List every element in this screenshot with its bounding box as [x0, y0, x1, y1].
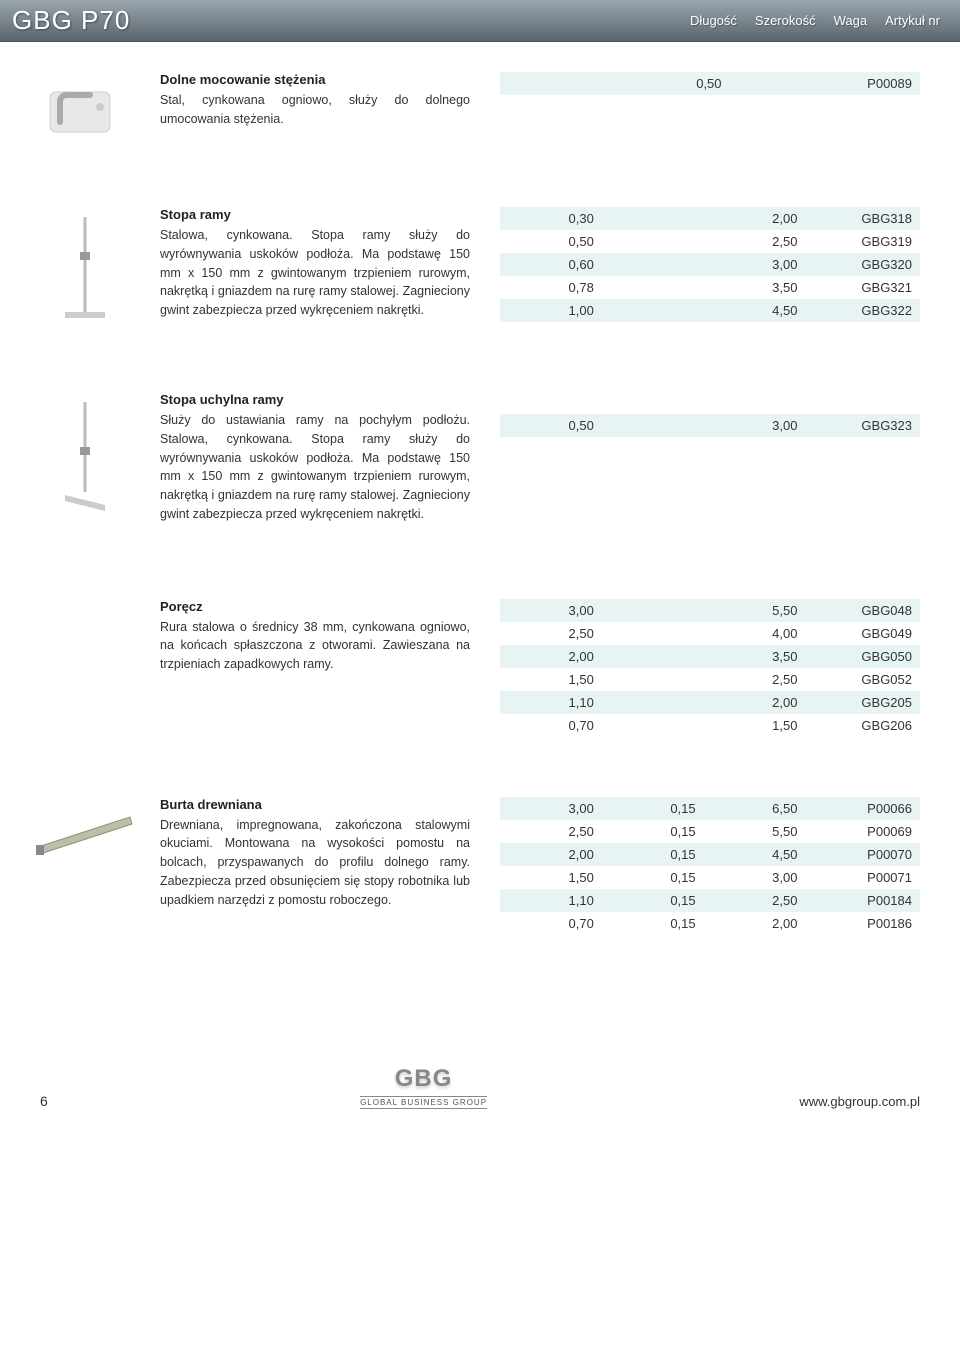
product-data: 0,50 P00089 — [500, 72, 920, 147]
table-row: 1,100,152,50P00184 — [500, 889, 920, 912]
col-weight: Waga — [834, 13, 867, 28]
product-image-col — [30, 392, 140, 737]
product-section: Burta drewniana Drewniana, impregnowana,… — [30, 797, 920, 935]
data-table: 0,50 3,00 GBG323 — [500, 414, 920, 437]
product-title: Burta drewniana — [160, 797, 470, 812]
table-row: 0,50 P00089 — [500, 72, 920, 95]
table-row: 3,000,156,50P00066 — [500, 797, 920, 820]
product-desc-text: Służy do ustawiania ramy na pochyłym pod… — [160, 411, 470, 524]
table-row: 1,500,153,00P00071 — [500, 866, 920, 889]
product-description: Dolne mocowanie stężenia Stal, cynkowana… — [160, 72, 470, 147]
header-columns: Długość Szerokość Waga Artykuł nr — [690, 13, 940, 28]
product-desc-text: Rura stalowa o średnicy 38 mm, cynkowana… — [160, 618, 470, 674]
page-footer: 6 GBG GLOBAL BUSINESS GROUP www.gbgroup.… — [0, 1055, 960, 1124]
product-title: Stopa uchylna ramy — [160, 392, 470, 407]
product-data: 0,50 3,00 GBG323 — [500, 392, 920, 524]
page-header: GBG P70 Długość Szerokość Waga Artykuł n… — [0, 0, 960, 42]
product-data: 3,005,50GBG048 2,504,00GBG049 2,003,50GB… — [500, 599, 920, 737]
table-row: 2,500,155,50P00069 — [500, 820, 920, 843]
table-row: 2,504,00GBG049 — [500, 622, 920, 645]
table-row: 2,003,50GBG050 — [500, 645, 920, 668]
footer-logo: GBG GLOBAL BUSINESS GROUP — [48, 1065, 800, 1109]
product-image-col — [30, 797, 140, 935]
foot-icon — [50, 212, 120, 332]
table-row: 0,783,50GBG321 — [500, 276, 920, 299]
product-data: 0,302,00GBG318 0,502,50GBG319 0,603,00GB… — [500, 207, 920, 332]
board-icon — [30, 802, 140, 862]
product-section: Stopa ramy Stalowa, cynkowana. Stopa ram… — [30, 207, 920, 332]
table-row: 0,502,50GBG319 — [500, 230, 920, 253]
table-row: 0,603,00GBG320 — [500, 253, 920, 276]
bracket-icon — [40, 77, 130, 147]
table-row: 0,700,152,00P00186 — [500, 912, 920, 935]
table-row: 1,004,50GBG322 — [500, 299, 920, 322]
product-title: Dolne mocowanie stężenia — [160, 72, 470, 87]
product-description: Burta drewniana Drewniana, impregnowana,… — [160, 797, 470, 935]
col-length: Długość — [690, 13, 737, 28]
table-row: 0,302,00GBG318 — [500, 207, 920, 230]
col-article: Artykuł nr — [885, 13, 940, 28]
product-sub-section: Poręcz Rura stalowa o średnicy 38 mm, cy… — [160, 599, 920, 737]
table-row: 1,502,50GBG052 — [500, 668, 920, 691]
table-row: 1,102,00GBG205 — [500, 691, 920, 714]
product-description: Poręcz Rura stalowa o średnicy 38 mm, cy… — [160, 599, 470, 737]
header-title: GBG P70 — [12, 5, 130, 36]
table-row: 2,000,154,50P00070 — [500, 843, 920, 866]
product-title: Stopa ramy — [160, 207, 470, 222]
data-table: 0,50 P00089 — [500, 72, 920, 95]
table-row: 3,005,50GBG048 — [500, 599, 920, 622]
col-width: Szerokość — [755, 13, 816, 28]
logo-sub-text: GLOBAL BUSINESS GROUP — [360, 1096, 487, 1109]
product-section: Dolne mocowanie stężenia Stal, cynkowana… — [30, 72, 920, 147]
data-table: 3,000,156,50P00066 2,500,155,50P00069 2,… — [500, 797, 920, 935]
table-row: 0,701,50GBG206 — [500, 714, 920, 737]
product-image-col — [30, 207, 140, 332]
table-row: 0,50 3,00 GBG323 — [500, 414, 920, 437]
product-section: Stopa uchylna ramy Służy do ustawiania r… — [30, 392, 920, 737]
content-area: Dolne mocowanie stężenia Stal, cynkowana… — [0, 42, 960, 1015]
data-table: 3,005,50GBG048 2,504,00GBG049 2,003,50GB… — [500, 599, 920, 737]
product-description: Stopa ramy Stalowa, cynkowana. Stopa ram… — [160, 207, 470, 332]
logo-main-text: GBG — [48, 1065, 800, 1093]
product-desc-text: Stalowa, cynkowana. Stopa ramy służy do … — [160, 226, 470, 320]
foot-tilt-icon — [50, 397, 120, 517]
footer-url: www.gbgroup.com.pl — [799, 1094, 920, 1109]
page-number: 6 — [40, 1093, 48, 1109]
product-title: Poręcz — [160, 599, 470, 614]
product-data: 3,000,156,50P00066 2,500,155,50P00069 2,… — [500, 797, 920, 935]
product-desc-text: Stal, cynkowana ogniowo, służy do dolneg… — [160, 91, 470, 129]
product-desc-text: Drewniana, impregnowana, zakończona stal… — [160, 816, 470, 910]
data-table: 0,302,00GBG318 0,502,50GBG319 0,603,00GB… — [500, 207, 920, 322]
product-description: Stopa uchylna ramy Służy do ustawiania r… — [160, 392, 470, 524]
product-image-col — [30, 72, 140, 147]
